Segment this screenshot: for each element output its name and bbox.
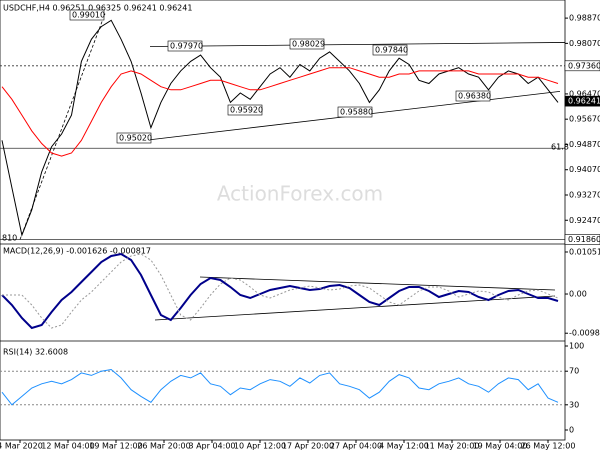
series-line [1,368,559,406]
price-marker-label: 0.91860 [568,235,600,244]
y-tick-label: 0 [569,426,574,435]
y-tick-label: 0.94870 [569,140,600,149]
price-marker-box [564,95,600,107]
annotation-label: 0.97840 [375,46,408,55]
y-tick-label: 0.00 [569,290,587,299]
annotation-box [116,132,152,144]
annotation-box [289,38,325,50]
panel-title: MACD(12,26,9) -0.001626 -0.000817 [3,247,151,256]
annotation-label: 0.96380 [458,92,491,101]
x-tick-label: 27 Apr 04:00 [330,442,382,450]
annotation-label: 0.99010 [72,11,105,20]
y-tick-label: 100 [569,342,584,351]
annotation-label: 61.8 [551,143,569,152]
price-marker-box [564,60,600,72]
price-marker-box [564,234,600,245]
price-marker-label: 0.96241 [568,97,600,106]
series-line [1,252,559,330]
annotation-box [69,9,105,21]
series-line [1,19,559,237]
x-tick-label: 11 May 20:00 [425,442,480,450]
x-tick-label: 17 Apr 20:00 [282,442,334,450]
annotation-box [227,104,263,116]
y-tick-label: 0.95670 [569,115,600,124]
series-line [1,67,559,157]
annotation-box [337,106,373,118]
y-tick-label: 0.98070 [569,39,600,48]
series-line [2,253,559,329]
x-tick-label: 4 May 12:00 [379,442,429,450]
y-tick-label: 0.93270 [569,190,600,199]
panel-title: RSI(14) 32.6008 [3,348,68,357]
annotation-box [455,90,491,102]
annotation-label: 810 [2,234,17,243]
annotation-box [372,44,408,56]
annotation-label: 0.98029 [292,40,325,49]
annotation-label: 0.95880 [340,108,373,117]
y-tick-label: 0.92470 [569,216,600,225]
y-tick-label: -0.009804 [569,329,600,338]
price-marker-label: 0.97360 [568,61,600,70]
x-tick-label: 10 Apr 12:00 [234,442,286,450]
x-tick-label: 12 Mar 04:00 [41,442,94,450]
y-tick-label: 70 [569,367,579,376]
annotation-label: 0.95020 [119,134,152,143]
trend-line [149,42,566,47]
x-tick-label: 19 Mar 12:00 [89,442,142,450]
annotation-box [167,40,203,52]
x-tick-label: 26 Mar 20:00 [137,442,190,450]
x-tick-label: 19 May 04:00 [473,442,528,450]
y-tick-label: 0.96470 [569,89,600,98]
annotation-label: 0.97970 [170,42,203,51]
x-tick-label: 3 Apr 04:00 [188,442,235,450]
trend-line [199,276,556,291]
y-tick-label: 30 [569,400,579,409]
watermark: ActionForex.com [217,182,383,206]
y-tick-label: 0.98870 [569,14,600,23]
x-tick-label: 4 Mar 2020 [0,442,43,450]
panel-title: USDCHF,H4 0.96251 0.96325 0.96241 0.9624… [3,4,192,13]
x-tick-label: 26 May 12:00 [521,442,576,450]
plot-frame [0,0,566,441]
y-tick-label: 0.010513 [569,247,600,256]
y-tick-label: 0.94070 [569,165,600,174]
annotation-label: 0.95920 [230,106,263,115]
